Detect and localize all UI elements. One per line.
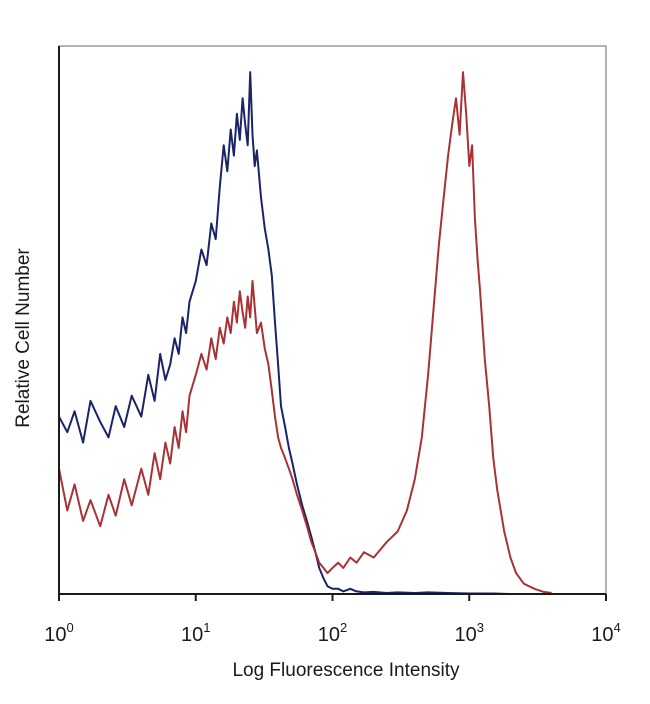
x-tick-label-1: 101 bbox=[181, 620, 210, 646]
histogram-series-2-line bbox=[58, 71, 552, 594]
x-tick-label-4: 104 bbox=[591, 620, 620, 646]
x-tick-label-0: 100 bbox=[44, 620, 73, 646]
x-tick-layer: 100 101 102 103 104 bbox=[44, 594, 621, 646]
series-layer bbox=[58, 71, 552, 595]
plot-area-frame bbox=[58, 45, 607, 595]
histogram-series-1-line bbox=[58, 71, 535, 595]
x-tick-label-3: 103 bbox=[455, 620, 484, 646]
y-axis-title: Relative Cell Number bbox=[13, 248, 34, 428]
x-tick-label-2: 102 bbox=[318, 620, 347, 646]
x-axis-title: Log Fluorescence Intensity bbox=[232, 660, 460, 681]
